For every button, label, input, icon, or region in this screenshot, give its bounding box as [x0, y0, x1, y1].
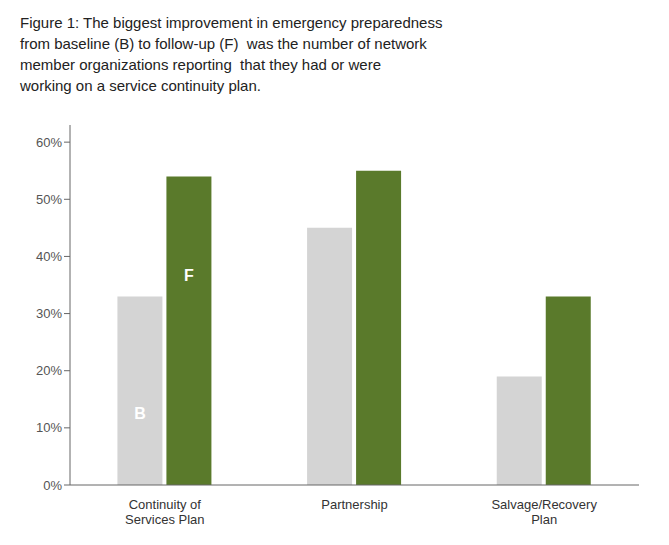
svg-text:F: F [184, 267, 194, 284]
html-text:Figure 1: The biggest improvem: Figure 1: The biggest improvement in eme… [20, 14, 443, 31]
svg-text:B: B [134, 405, 146, 422]
html-text:from baseline (B) to follow-up: from baseline (B) to follow-up (F) was t… [20, 35, 427, 52]
svg-text:20%: 20% [36, 363, 62, 378]
svg-text:50%: 50% [36, 192, 62, 207]
svg-text:Partnership: Partnership [321, 497, 387, 512]
svg-text:40%: 40% [36, 249, 62, 264]
svg-text:Continuity ofServices Plan: Continuity ofServices Plan [125, 497, 204, 528]
html-text:member organizations reporting: member organizations reporting that they… [20, 56, 381, 73]
svg-text:30%: 30% [36, 306, 62, 321]
svg-text:0%: 0% [43, 478, 62, 493]
svg-text:60%: 60% [36, 135, 62, 150]
html-text:working on a service continuit: working on a service continuity plan. [20, 77, 261, 94]
svg-text:Salvage/RecoveryPlan: Salvage/RecoveryPlan [491, 497, 597, 528]
svg-text:10%: 10% [36, 420, 62, 435]
